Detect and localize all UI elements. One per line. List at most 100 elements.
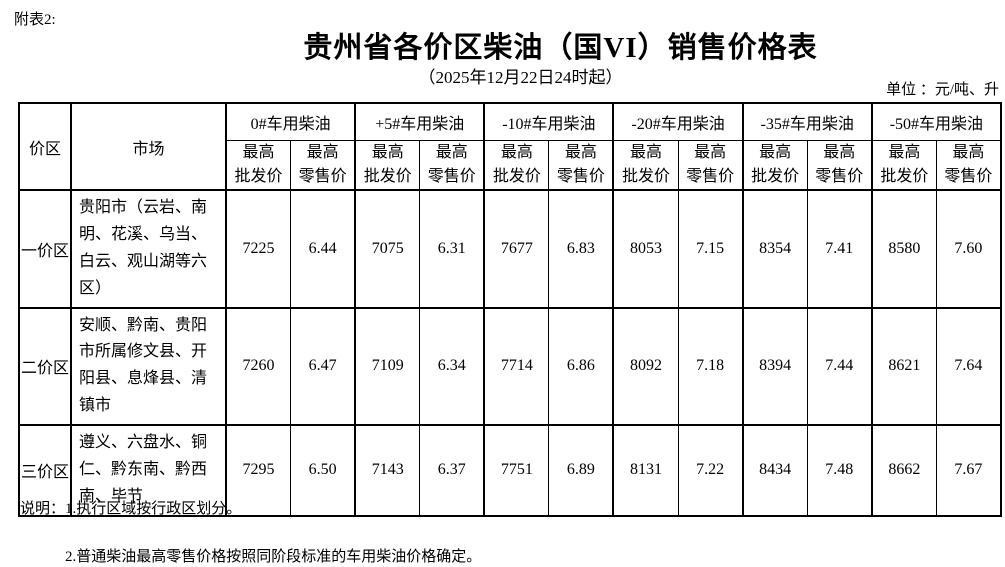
subheader-line: 批发价 (751, 168, 800, 185)
price-cell: 7714 (483, 306, 550, 426)
subheader-max-retail: 最高 零售价 (935, 140, 1002, 191)
price-cell: 8621 (870, 306, 937, 426)
price-cell: 7.18 (677, 306, 744, 426)
zone-cell: 一价区 (18, 189, 72, 309)
price-cell: 8394 (741, 306, 808, 426)
subheader-line: 最高 (500, 144, 533, 161)
header-group-row: 价区 市场 0#车用柴油 +5#车用柴油 -10#车用柴油 -20#车用柴油 -… (18, 102, 1002, 191)
market-cell: 贵阳市（云岩、南明、花溪、乌当、白云、观山湖等六区） (70, 189, 227, 309)
subheader-max-wholesale: 最高 批发价 (870, 140, 937, 191)
price-cell: 8580 (870, 189, 937, 309)
price-cell: 8662 (870, 424, 937, 517)
annex-label: 附表2: (14, 12, 56, 28)
price-cell: 8354 (741, 189, 808, 309)
page-title: 贵州省各价区柴油（国VI）销售价格表 (303, 32, 818, 64)
price-cell: 6.47 (290, 306, 356, 426)
notes-label: 说明： (20, 501, 66, 517)
price-cell: 6.89 (548, 424, 614, 517)
subheader-line: 批发价 (880, 168, 929, 185)
group-header-0-diesel: 0#车用柴油 (224, 102, 356, 141)
note-item-1: 1.执行区域按行政区划分。 (65, 501, 242, 517)
group-header-minus35-diesel: -35#车用柴油 (741, 102, 873, 141)
header-zone: 价区 (18, 102, 72, 191)
subheader-line: 零售价 (556, 168, 605, 185)
price-cell: 7260 (225, 306, 292, 426)
subheader-line: 批发价 (234, 168, 283, 185)
price-cell: 7225 (225, 189, 292, 309)
price-cell: 6.83 (548, 189, 614, 309)
header-market: 市场 (70, 102, 227, 191)
price-cell: 7.44 (806, 306, 873, 426)
price-cell: 6.31 (419, 189, 485, 309)
subheader-max-wholesale: 最高 批发价 (612, 140, 679, 191)
group-header-minus50-diesel: -50#车用柴油 (870, 102, 1002, 141)
subheader-line: 批发价 (622, 168, 671, 185)
table-row-zone3: 三价区 遵义、六盘水、铜仁、黔东南、黔西南、毕节 7295 6.50 7143 … (18, 424, 1002, 517)
price-cell: 7.60 (935, 189, 1002, 309)
price-cell: 7677 (483, 189, 550, 309)
subheader-max-wholesale: 最高 批发价 (483, 140, 550, 191)
table-row-zone1: 一价区 贵阳市（云岩、南明、花溪、乌当、白云、观山湖等六区） 7225 6.44… (18, 189, 1002, 309)
market-cell: 遵义、六盘水、铜仁、黔东南、黔西南、毕节 (70, 424, 227, 517)
group-header-plus5-diesel: +5#车用柴油 (354, 102, 485, 141)
price-cell: 8053 (612, 189, 679, 309)
header-sub-row: 最高 批发价 最高 零售价 最高 批发价 最高 零售价 最高 批发价 最高 零售价 最高 批发… (19, 140, 1002, 191)
note-line-2: 2.普通柴油最高零售价格按照同阶段标准的车用柴油价格确定。 (65, 549, 482, 565)
price-cell: 7143 (354, 424, 421, 517)
zone-cell: 二价区 (18, 306, 72, 426)
subheader-max-retail: 最高 零售价 (677, 140, 744, 191)
price-cell: 7.15 (677, 189, 744, 309)
subheader-line: 零售价 (815, 168, 864, 185)
group-header-minus20-diesel: -20#车用柴油 (612, 102, 744, 141)
zone-cell: 三价区 (18, 424, 72, 517)
price-cell: 6.34 (419, 306, 485, 426)
subheader-max-wholesale: 最高 批发价 (225, 140, 292, 191)
subheader-max-retail: 最高 零售价 (290, 140, 356, 191)
subheader-line: 最高 (759, 144, 792, 161)
subheader-line: 最高 (564, 144, 597, 161)
price-cell: 6.86 (548, 306, 614, 426)
subheader-line: 零售价 (944, 168, 993, 185)
market-cell: 安顺、黔南、贵阳市所属修文县、开阳县、息烽县、清镇市 (70, 306, 227, 426)
subheader-line: 最高 (306, 144, 339, 161)
subheader-line: 最高 (371, 144, 404, 161)
subheader-line: 最高 (888, 144, 921, 161)
price-cell: 7295 (225, 424, 292, 517)
subheader-max-wholesale: 最高 批发价 (354, 140, 421, 191)
subheader-line: 零售价 (686, 168, 735, 185)
subheader-line: 最高 (823, 144, 856, 161)
price-cell: 8434 (741, 424, 808, 517)
price-table: 价区 市场 0#车用柴油 +5#车用柴油 -10#车用柴油 -20#车用柴油 -… (18, 102, 1002, 517)
subheader-line: 最高 (435, 144, 468, 161)
unit-note: 单位 ：元/吨、升 (886, 82, 999, 98)
price-cell: 7075 (354, 189, 421, 309)
notes: 说明：1.执行区域按行政区划分。 2.普通柴油最高零售价格按照同阶段标准的车用柴… (20, 497, 481, 566)
price-cell: 7109 (354, 306, 421, 426)
price-cell: 7.64 (935, 306, 1002, 426)
price-cell: 7.48 (806, 424, 873, 517)
price-cell: 7.22 (677, 424, 744, 517)
price-cell: 6.37 (419, 424, 485, 517)
subheader-line: 最高 (630, 144, 663, 161)
subheader-line: 最高 (694, 144, 727, 161)
subheader-max-retail: 最高 零售价 (548, 140, 614, 191)
subheader-line: 零售价 (298, 168, 347, 185)
effective-date-subtitle: （2025年12月22日24时起） (418, 68, 623, 87)
subheader-max-retail: 最高 零售价 (419, 140, 485, 191)
subheader-line: 零售价 (427, 168, 476, 185)
price-cell: 7.41 (806, 189, 873, 309)
price-cell: 8131 (612, 424, 679, 517)
price-cell: 8092 (612, 306, 679, 426)
price-cell: 7.67 (935, 424, 1002, 517)
price-cell: 6.50 (290, 424, 356, 517)
subheader-max-retail: 最高 零售价 (806, 140, 873, 191)
group-header-minus10-diesel: -10#车用柴油 (483, 102, 614, 141)
subheader-line: 最高 (952, 144, 985, 161)
subheader-max-wholesale: 最高 批发价 (741, 140, 808, 191)
price-cell: 7751 (483, 424, 550, 517)
subheader-line: 最高 (242, 144, 275, 161)
subheader-line: 批发价 (492, 168, 541, 185)
note-line-1: 说明：1.执行区域按行政区划分。 (20, 497, 481, 518)
price-cell: 6.44 (290, 189, 356, 309)
table-row-zone2: 二价区 安顺、黔南、贵阳市所属修文县、开阳县、息烽县、清镇市 7260 6.47… (18, 306, 1002, 426)
